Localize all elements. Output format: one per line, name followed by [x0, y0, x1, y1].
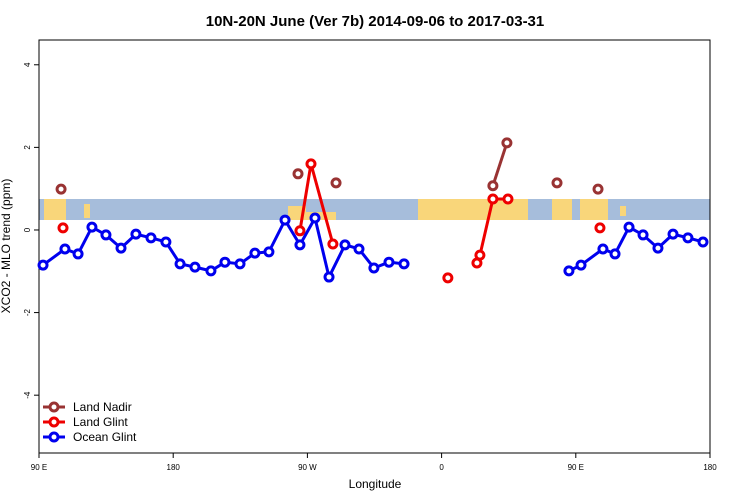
data-point — [292, 168, 304, 180]
data-point — [597, 243, 609, 255]
data-point — [100, 229, 112, 241]
data-point — [115, 242, 127, 254]
x-tick-label: 180 — [703, 463, 717, 472]
data-point — [294, 239, 306, 251]
data-point — [330, 177, 342, 189]
x-tick-label: 0 — [439, 463, 444, 472]
data-point — [305, 158, 317, 170]
data-point — [327, 238, 339, 250]
data-point — [323, 271, 335, 283]
data-point — [72, 248, 84, 260]
data-point — [594, 222, 606, 234]
legend-marker — [48, 401, 60, 413]
data-point — [592, 183, 604, 195]
legend-label: Land Glint — [73, 415, 128, 429]
data-point — [59, 243, 71, 255]
series-line — [568, 225, 704, 273]
data-point — [652, 242, 664, 254]
y-tick-label: -4 — [23, 391, 32, 399]
x-tick-label: 90 E — [568, 463, 584, 472]
data-point — [279, 214, 291, 226]
data-point — [249, 247, 261, 259]
data-point — [160, 236, 172, 248]
y-tick-label: 2 — [23, 145, 32, 150]
legend-label: Land Nadir — [73, 400, 132, 414]
legend-marker — [48, 416, 60, 428]
data-point — [57, 222, 69, 234]
land-patch — [44, 199, 66, 220]
data-point — [682, 232, 694, 244]
y-tick-label: 4 — [23, 62, 32, 67]
land-patch — [580, 199, 608, 220]
data-point — [551, 177, 563, 189]
data-point — [339, 239, 351, 251]
data-point — [205, 265, 217, 277]
data-point — [368, 262, 380, 274]
data-point — [474, 249, 486, 261]
x-tick-label: 90 E — [31, 463, 47, 472]
land-patch — [306, 212, 336, 220]
y-axis-label: XCO2 - MLO trend (ppm) — [0, 179, 13, 314]
data-point — [309, 212, 321, 224]
data-point — [86, 221, 98, 233]
data-point — [383, 256, 395, 268]
data-point — [130, 228, 142, 240]
data-point — [353, 243, 365, 255]
x-tick-label: 180 — [167, 463, 181, 472]
data-point — [234, 258, 246, 270]
data-point — [667, 228, 679, 240]
data-point — [145, 232, 157, 244]
data-point — [609, 248, 621, 260]
data-point — [501, 137, 513, 149]
chart-title: 10N-20N June (Ver 7b) 2014-09-06 to 2017… — [206, 13, 545, 30]
plot-frame — [38, 39, 711, 454]
data-point — [637, 229, 649, 241]
data-point — [487, 193, 499, 205]
data-point — [55, 183, 67, 195]
land-patch — [552, 199, 572, 220]
data-point — [398, 258, 410, 270]
data-point — [294, 225, 306, 237]
data-point — [563, 265, 575, 277]
data-point — [219, 256, 231, 268]
land-patch — [620, 206, 626, 216]
ocean-band — [39, 199, 710, 220]
data-point — [487, 180, 499, 192]
x-axis-label: Longitude — [349, 477, 402, 491]
data-point — [697, 236, 709, 248]
data-point — [442, 272, 454, 284]
data-point — [174, 258, 186, 270]
land-patch — [84, 204, 90, 218]
data-point — [189, 261, 201, 273]
data-point — [37, 259, 49, 271]
data-point — [502, 193, 514, 205]
legend-marker — [48, 431, 60, 443]
data-point — [263, 246, 275, 258]
series-line — [491, 142, 509, 187]
land-patch — [418, 199, 528, 220]
y-tick-label: -2 — [23, 308, 32, 316]
data-point — [575, 259, 587, 271]
map-band — [39, 199, 710, 220]
data-point — [623, 221, 635, 233]
x-tick-label: 90 W — [298, 463, 317, 472]
y-tick-label: 0 — [23, 227, 32, 232]
legend-label: Ocean Glint — [73, 430, 137, 444]
